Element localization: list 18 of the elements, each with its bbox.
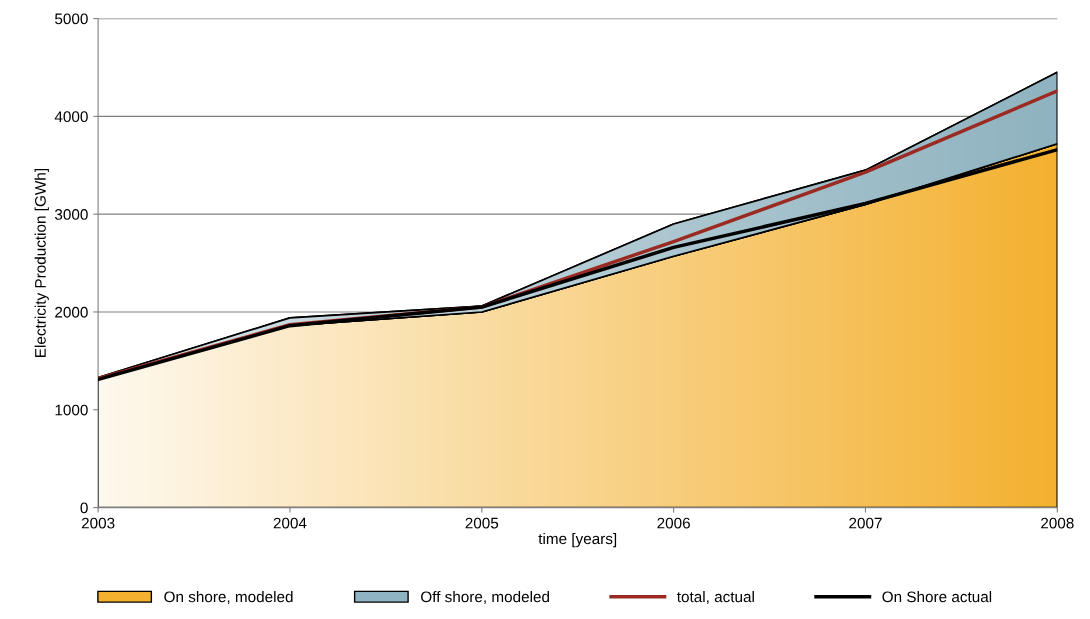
y-tick-label: 1000 — [55, 404, 88, 416]
legend-label: total, actual — [677, 591, 754, 605]
y-axis-title: Electricity Production [GWh] — [34, 169, 49, 357]
x-tick-label: 2005 — [465, 517, 499, 529]
y-tick-label: 3000 — [54, 209, 88, 220]
legend-label: Off shore, modeled — [421, 591, 549, 605]
x-tick-label: 2007 — [849, 517, 882, 529]
y-tick-label: 5000 — [55, 13, 88, 25]
y-tick-label: 2000 — [55, 306, 88, 318]
x-tick-label: 2003 — [81, 517, 115, 529]
x-tick-label: 2004 — [273, 517, 307, 529]
legend-label: On Shore actual — [882, 591, 992, 603]
y-tick-label: 4000 — [54, 111, 88, 123]
x-axis-title: time [years] — [538, 532, 617, 548]
y-tick-label: 0 — [80, 502, 88, 514]
x-tick-label: 2008 — [1041, 517, 1074, 529]
x-tick-label: 2006 — [657, 517, 690, 529]
legend-label: On shore, modeled — [164, 591, 293, 605]
